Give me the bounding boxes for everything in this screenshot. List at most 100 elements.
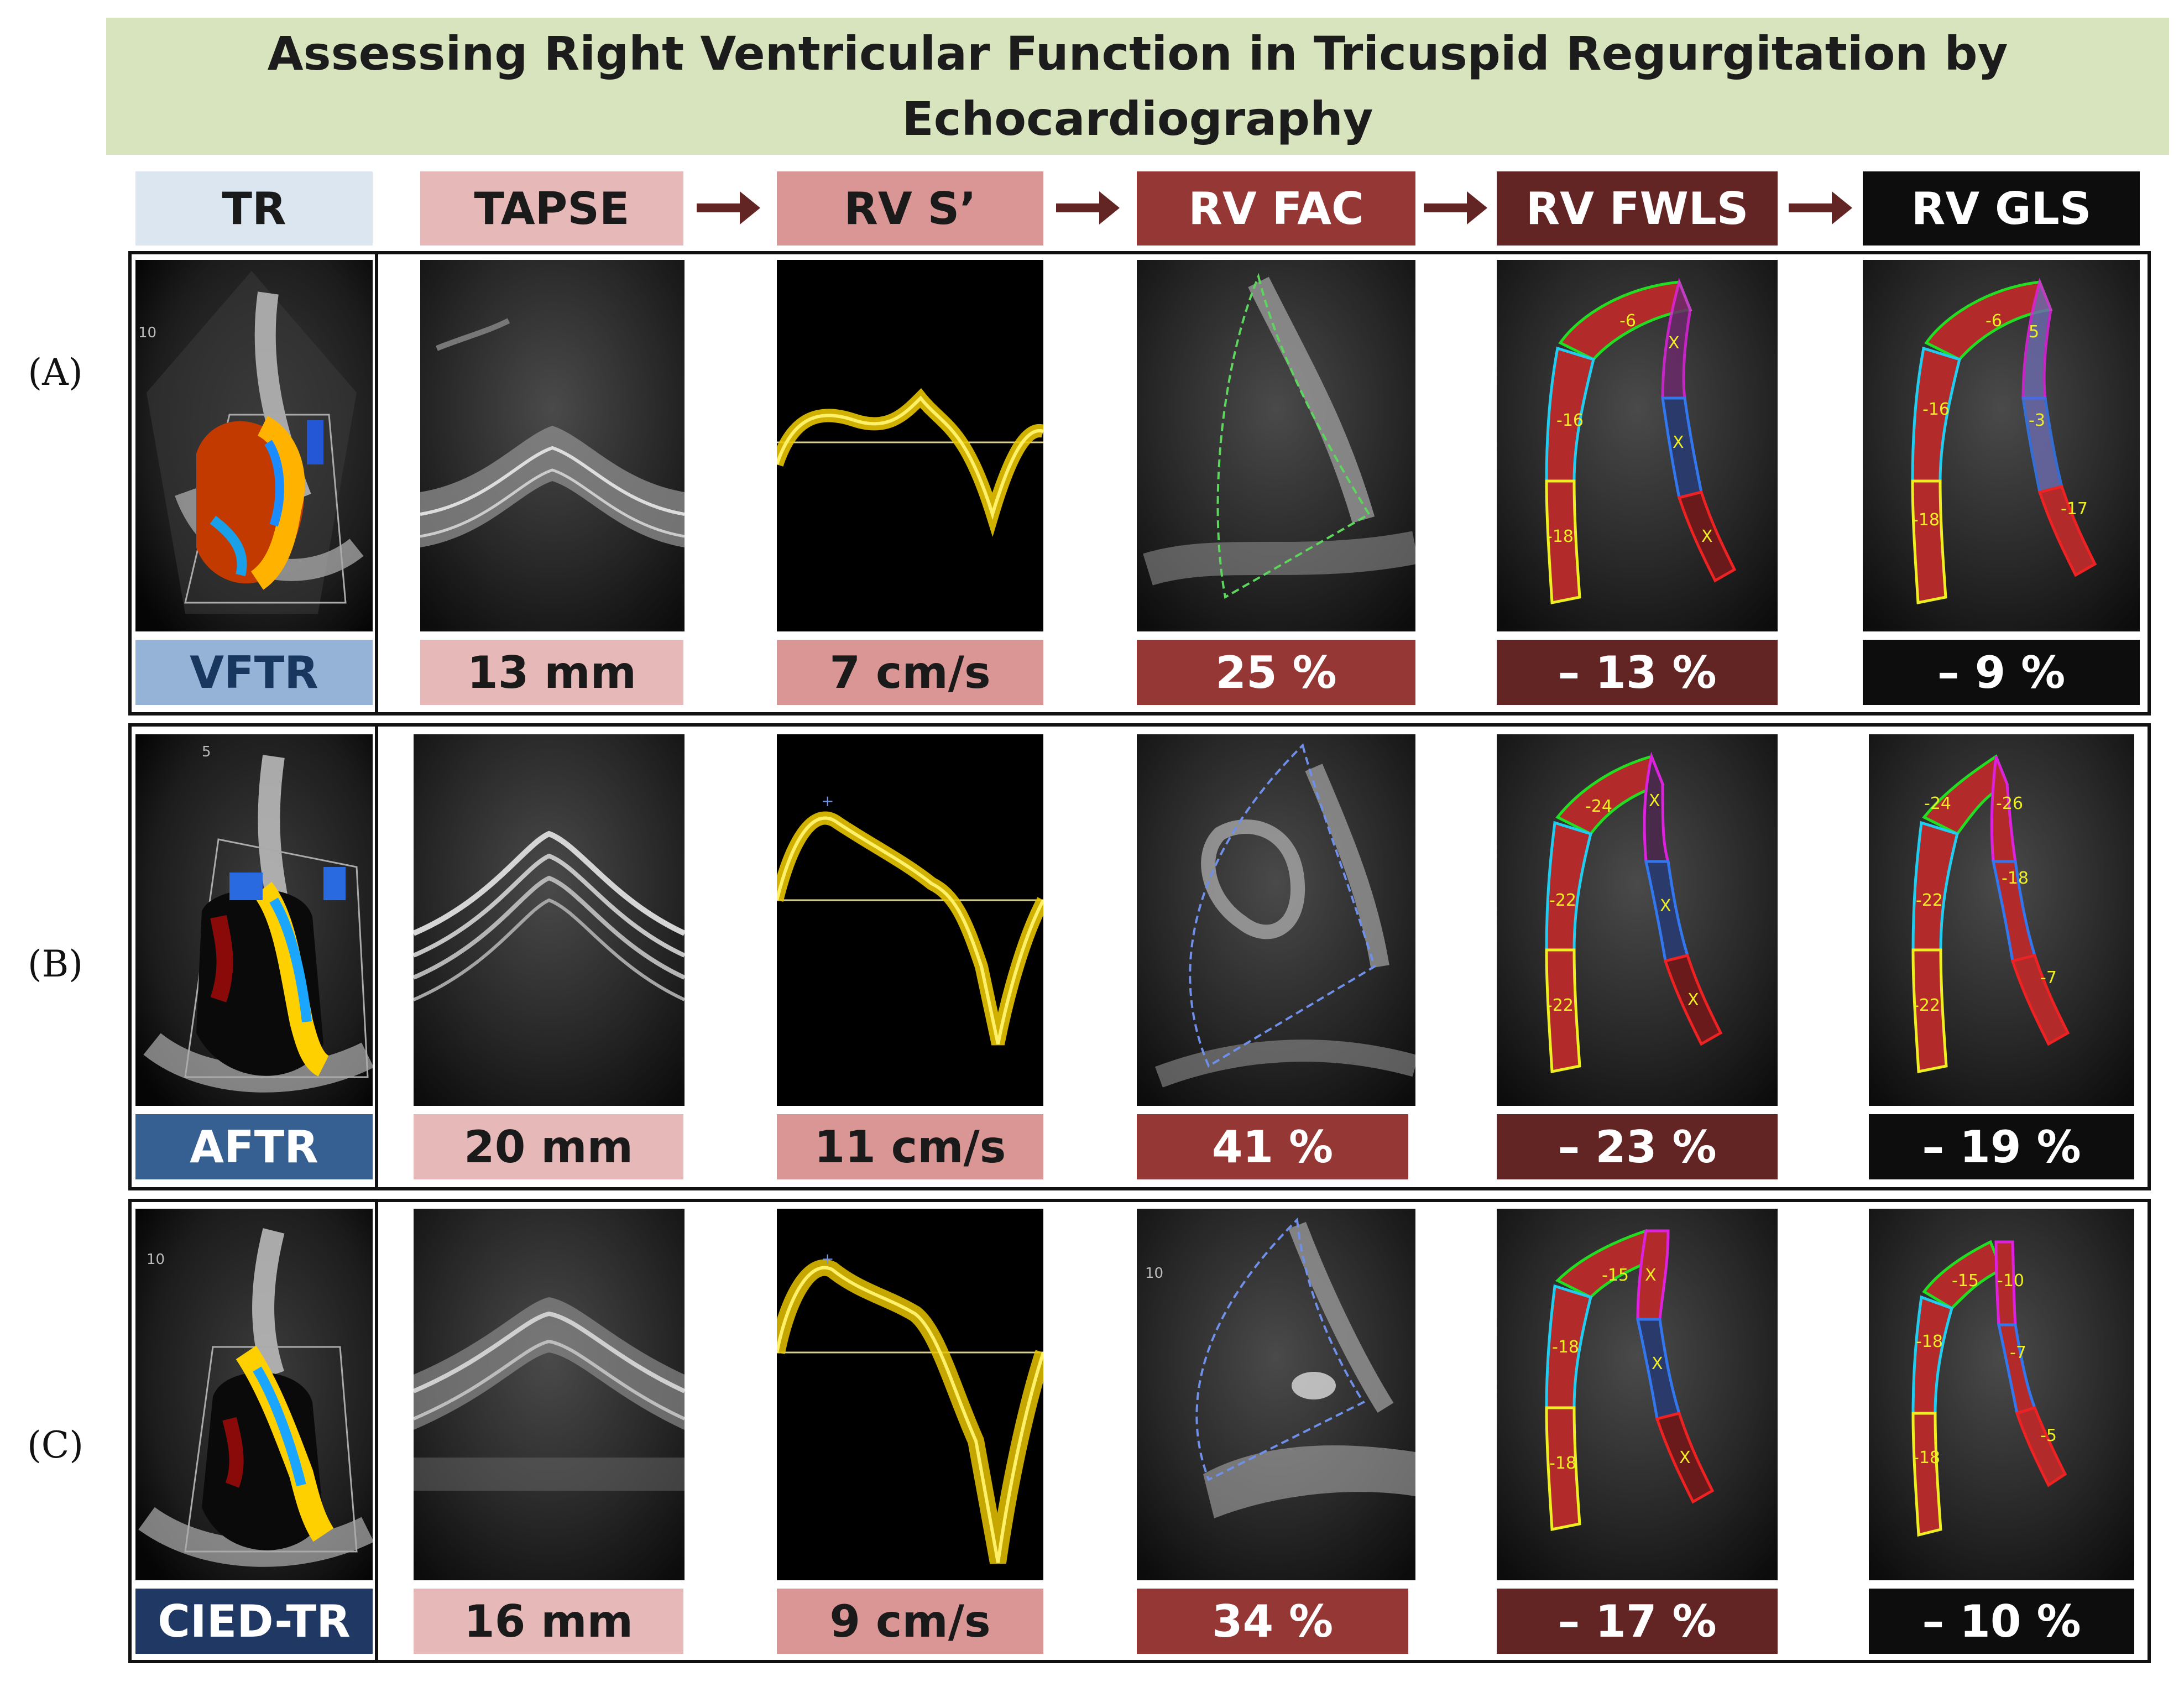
rvs-value-text: 7 cm/s <box>829 646 991 698</box>
tr-type-label: VFTR <box>190 646 318 698</box>
arrow-right-icon <box>1789 191 1852 224</box>
gls-value-text: – 9 % <box>1937 646 2066 698</box>
segment-label: X <box>1668 333 1680 353</box>
doppler-rvs-a <box>777 260 1043 631</box>
fwls-value: – 17 % <box>1497 1589 1778 1654</box>
segment-label: -18 <box>1549 1454 1576 1473</box>
mmode-tapse-c <box>414 1209 685 1580</box>
rvs-value: 7 cm/s <box>777 640 1043 705</box>
arrow-right-icon <box>1424 191 1487 224</box>
gls-value-text: – 10 % <box>1922 1595 2081 1647</box>
header-gls: RV GLS <box>1863 171 2140 246</box>
svg-text:+: + <box>821 1250 834 1268</box>
tapse-value: 20 mm <box>414 1114 683 1179</box>
fwls-value: – 23 % <box>1497 1114 1778 1179</box>
fac-value-text: 34 % <box>1211 1595 1334 1647</box>
fwls-value-text: – 13 % <box>1558 646 1717 698</box>
header-gls-label: RV GLS <box>1911 182 2092 234</box>
depth-marker-text: 10 <box>1145 1265 1163 1282</box>
row-a-frame <box>128 251 2151 715</box>
fac-value-text: 41 % <box>1211 1121 1334 1173</box>
segment-label: -10 <box>1997 1271 2024 1291</box>
row-label-c: (C) <box>27 1424 83 1466</box>
arrow-right-icon <box>1056 191 1120 224</box>
header-rvs: RV S’ <box>777 171 1043 246</box>
title-line-2: Echocardiography <box>902 92 1373 146</box>
segment-label: -6 <box>1986 311 2002 331</box>
segment-label: X <box>1652 1354 1663 1373</box>
fac-value-text: 25 % <box>1215 646 1337 698</box>
mmode-tapse-a <box>420 260 685 631</box>
fwls-value-text: – 23 % <box>1558 1121 1717 1173</box>
mmode-tapse-b <box>414 734 685 1106</box>
row-a-divider <box>375 251 378 715</box>
segment-label: -7 <box>2040 968 2057 988</box>
header-fac: RV FAC <box>1137 171 1415 246</box>
row-c-frame <box>128 1199 2151 1663</box>
segment-label: X <box>1701 527 1713 546</box>
segment-label: -22 <box>1546 996 1574 1015</box>
echo-tr-b: 5 <box>135 734 373 1106</box>
header-rvs-label: RV S’ <box>844 182 976 234</box>
segment-label: X <box>1687 990 1699 1010</box>
segment-label: X <box>1649 791 1660 811</box>
fac-value: 41 % <box>1137 1114 1408 1179</box>
segment-label: -22 <box>1913 996 1940 1015</box>
echo-tr-a: 10 <box>135 260 373 631</box>
doppler-rvs-b: + <box>777 734 1043 1106</box>
header-fac-label: RV FAC <box>1188 182 1364 234</box>
strain-gls-a: -6 -16 -18 5 -3 -17 <box>1863 260 2140 631</box>
rvs-value-text: 11 cm/s <box>814 1121 1006 1173</box>
depth-marker-text: 10 <box>138 325 156 341</box>
tr-type-cied-tr: CIED-TR <box>135 1589 373 1654</box>
segment-label: -7 <box>2010 1343 2026 1362</box>
row-b-frame <box>128 723 2151 1190</box>
tapse-value: 16 mm <box>414 1589 683 1654</box>
segment-label: -3 <box>2029 411 2045 430</box>
echo-fac-c: 10 <box>1137 1209 1415 1580</box>
row-b-divider <box>375 723 378 1190</box>
row-label-b: (B) <box>28 943 83 985</box>
header-tr-label: TR <box>222 182 286 234</box>
tapse-value-text: 20 mm <box>464 1121 633 1173</box>
arrow-right-icon <box>697 191 760 224</box>
depth-marker-text: 5 <box>202 744 211 760</box>
segment-label: -18 <box>1916 1332 1943 1351</box>
rvs-value: 9 cm/s <box>777 1589 1043 1654</box>
segment-label: X <box>1673 433 1684 452</box>
segment-label: 5 <box>2029 322 2039 342</box>
segment-label: -18 <box>1913 510 1940 530</box>
strain-gls-b: -24 -22 -22 -26 -18 -7 <box>1869 734 2134 1106</box>
segment-label: -18 <box>1546 527 1574 546</box>
strain-fwls-c: -15 -18 -18 X X X <box>1497 1209 1778 1580</box>
segment-label: -22 <box>1549 891 1576 910</box>
segment-label: -16 <box>1922 400 1950 419</box>
tapse-value: 13 mm <box>420 640 683 705</box>
tr-type-vftr: VFTR <box>135 640 373 705</box>
fwls-value: – 13 % <box>1497 640 1778 705</box>
segment-label: -15 <box>1602 1266 1629 1285</box>
segment-label: -22 <box>1916 891 1943 910</box>
tr-type-aftr: AFTR <box>135 1114 373 1179</box>
segment-label: X <box>1679 1448 1691 1467</box>
figure-title: Assessing Right Ventricular Function in … <box>106 18 2169 155</box>
rvs-value-text: 9 cm/s <box>829 1595 991 1647</box>
segment-label: -18 <box>1913 1448 1940 1467</box>
segment-label: -5 <box>2040 1426 2057 1445</box>
strain-gls-c: -15 -18 -18 -10 -7 -5 <box>1869 1209 2134 1580</box>
gls-value: – 9 % <box>1863 640 2140 705</box>
header-tapse-label: TAPSE <box>474 182 630 234</box>
tr-type-label: CIED-TR <box>158 1595 351 1647</box>
echo-fac-a <box>1137 260 1415 631</box>
rvs-value: 11 cm/s <box>777 1114 1043 1179</box>
title-line-1: Assessing Right Ventricular Function in … <box>267 27 2008 81</box>
segment-label: -17 <box>2061 499 2088 519</box>
header-fwls-label: RV FWLS <box>1525 182 1749 234</box>
echo-tr-c: 10 <box>135 1209 373 1580</box>
strain-fwls-a: -6 -16 -18 X X X <box>1497 260 1778 631</box>
strain-fwls-b: -24 -22 -22 X X X <box>1497 734 1778 1106</box>
fac-value: 25 % <box>1137 640 1415 705</box>
fac-value: 34 % <box>1137 1589 1408 1654</box>
header-tr: TR <box>135 171 373 246</box>
